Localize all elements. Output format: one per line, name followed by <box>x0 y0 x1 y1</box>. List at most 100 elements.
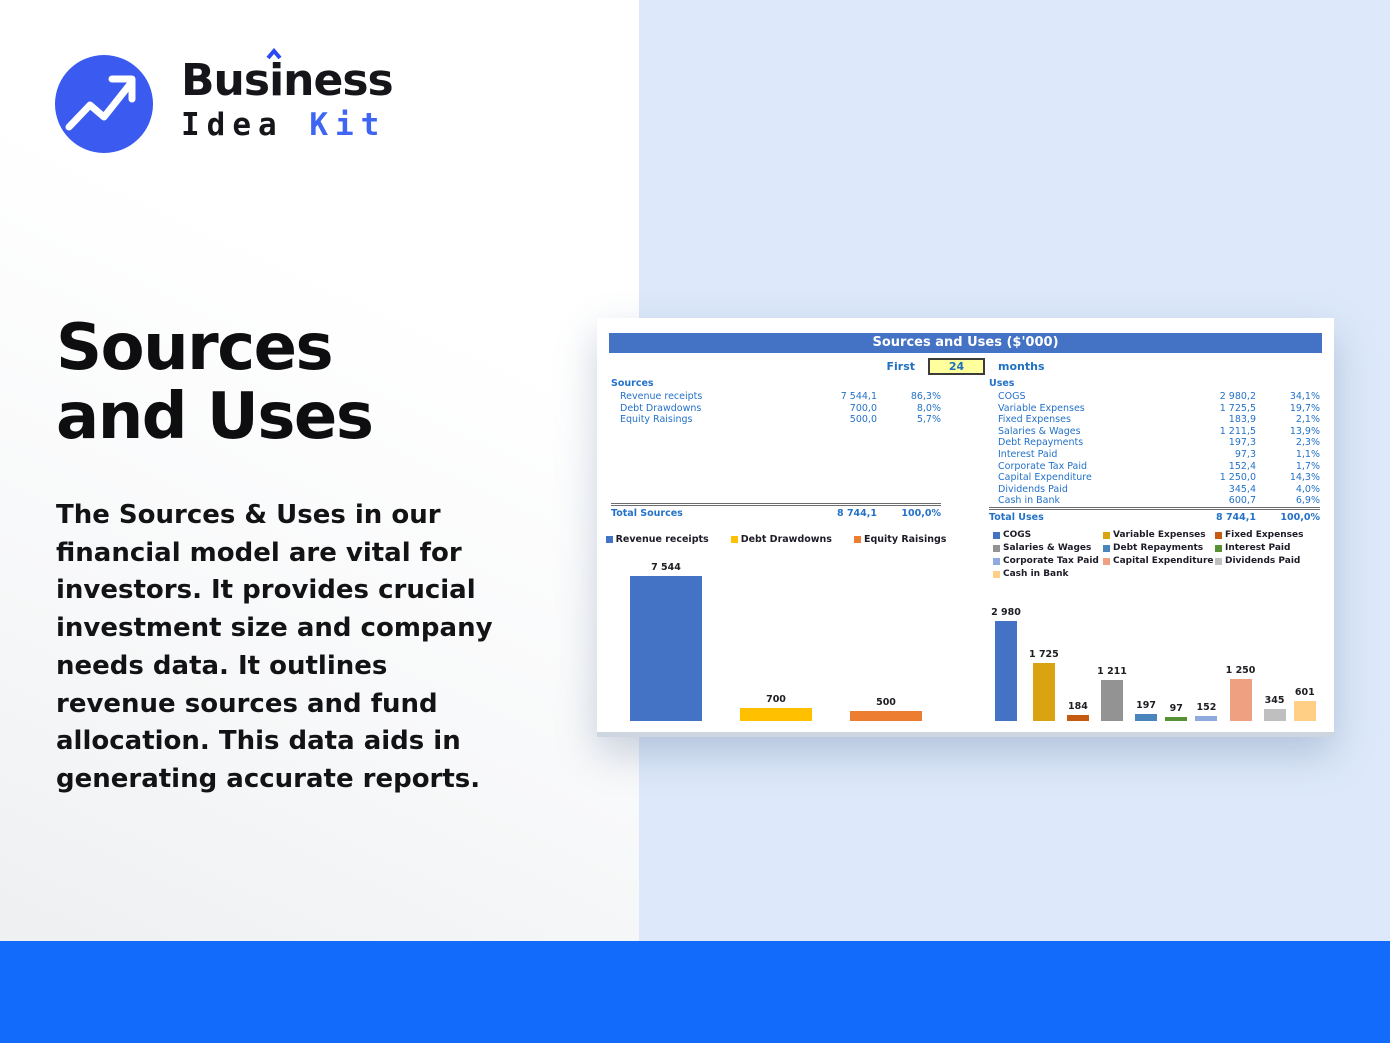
row-value: 97,3 <box>1234 448 1256 460</box>
bar-debt-repayments <box>1135 714 1158 721</box>
bar-value-label: 500 <box>876 697 896 709</box>
brand-text: i <box>269 55 284 106</box>
page-title-line1: Sources <box>56 311 334 385</box>
bottom-accent-bar <box>0 941 1390 1043</box>
brand-text-kit: Kit <box>309 107 387 143</box>
legend-swatch-icon <box>1215 544 1222 552</box>
row-value: 700,0 <box>849 402 877 414</box>
legend-item: Salaries & Wages <box>993 543 1103 553</box>
sources-bar-chart: Revenue receipts Debt Drawdowns Equity Rai… <box>605 530 946 721</box>
bar-group: 1 250 <box>1226 665 1255 721</box>
row-label: Revenue receipts <box>620 391 703 402</box>
row-percent: 34,1% <box>1289 391 1320 402</box>
row-percent: 2,1% <box>1295 414 1320 426</box>
legend-label: Revenue receipts <box>615 534 709 545</box>
card-bottom-strip <box>597 732 1334 737</box>
legend-item: Capital Expenditure <box>1103 556 1215 566</box>
brand-text: ness <box>283 55 394 106</box>
uses-table: Uses COGS 2 980,2 34,1% Variable Expense… <box>989 378 1320 523</box>
legend-label: Corporate Tax Paid <box>1003 556 1099 566</box>
table-row: Debt Repayments 197,3 2,3% <box>989 437 1320 449</box>
row-value: 600,7 <box>1228 495 1256 507</box>
table-row: Revenue receipts 7 544,1 86,3% <box>611 391 941 403</box>
uses-table-header: Uses <box>989 378 1015 389</box>
bar-salaries-wages <box>1101 680 1124 721</box>
trend-arrow-icon <box>55 55 153 153</box>
page-description: The Sources & Uses in our financial mode… <box>56 500 493 794</box>
sources-chart-plot: 7 544 700 500 <box>611 552 941 721</box>
brand-name-line1: Bus i ness <box>181 48 394 106</box>
brand-name-line2: Idea Kit <box>181 105 393 145</box>
row-value: 1 211,5 <box>1219 425 1256 437</box>
bar-capital-expenditure <box>1229 679 1252 721</box>
row-label: Capital Expenditure <box>998 472 1092 484</box>
bar-value-label: 700 <box>766 693 786 705</box>
row-percent: 8,0% <box>916 402 941 414</box>
bar-revenue-receipts <box>630 576 702 721</box>
brand-text-idea: Idea <box>181 107 284 143</box>
legend-item: Variable Expenses <box>1103 530 1215 540</box>
legend-swatch-icon <box>1103 544 1110 552</box>
row-value: 197,3 <box>1228 437 1256 449</box>
legend-item: COGS <box>993 530 1103 540</box>
row-label: Equity Raisings <box>620 414 693 426</box>
row-label: Variable Expenses <box>998 402 1085 414</box>
legend-label: COGS <box>1003 530 1032 540</box>
row-label: Debt Drawdowns <box>620 402 702 414</box>
bar-fixed-expenses <box>1066 714 1089 721</box>
bar-group: 1 211 <box>1097 666 1127 721</box>
sources-table-rows: Revenue receipts 7 544,1 86,3% Debt Draw… <box>611 391 941 426</box>
total-value: 8 744,1 <box>837 508 877 519</box>
bar-value-label: 2 980 <box>991 607 1021 618</box>
table-row: Interest Paid 97,3 1,1% <box>989 449 1320 461</box>
row-value: 7 544,1 <box>840 391 877 402</box>
row-percent: 5,7% <box>916 414 941 426</box>
sources-chart-legend: Revenue receipts Debt Drawdowns Equity Rai… <box>605 530 946 552</box>
bar-debt-drawdowns <box>740 707 812 721</box>
row-percent: 86,3% <box>910 391 941 402</box>
bar-group: 700 <box>740 694 812 721</box>
table-row: Equity Raisings 500,0 5,7% <box>611 414 941 426</box>
bar-group: 500 <box>850 697 922 721</box>
bar-group: 345 <box>1263 695 1286 721</box>
legend-item: Dividends Paid <box>1215 556 1320 566</box>
bar-cash-in-bank <box>1293 700 1316 721</box>
uses-total-row: Total Uses 8 744,1 100,0% <box>989 506 1320 524</box>
bar-value-label: 601 <box>1294 686 1315 698</box>
row-value: 152,4 <box>1228 460 1256 472</box>
legend-swatch-icon <box>993 570 1000 578</box>
bar-value-label: 7 544 <box>651 562 681 573</box>
bar-group: 152 <box>1195 702 1218 721</box>
row-label: Fixed Expenses <box>998 414 1071 426</box>
bar-group: 7 544 <box>630 562 702 721</box>
brand-logo: Bus i ness Idea Kit <box>55 48 394 153</box>
legend-label: Capital Expenditure <box>1113 556 1214 566</box>
legend-item: Fixed Expenses <box>1215 530 1320 540</box>
legend-swatch-icon <box>1215 531 1222 539</box>
legend-item: Debt Drawdowns <box>730 534 832 545</box>
legend-swatch-icon <box>730 536 738 543</box>
total-label: Total Sources <box>611 508 683 519</box>
total-percent: 100,0% <box>1280 511 1320 523</box>
bar-corporate-tax-paid <box>1195 715 1218 721</box>
bar-value-label: 197 <box>1136 700 1157 712</box>
legend-label: Interest Paid <box>1225 543 1291 553</box>
total-value: 8 744,1 <box>1216 511 1256 523</box>
table-row: Capital Expenditure 1 250,0 14,3% <box>989 472 1320 484</box>
legend-swatch-icon <box>1103 557 1110 565</box>
row-percent: 19,7% <box>1289 402 1320 414</box>
row-label: Debt Repayments <box>998 437 1084 449</box>
bar-group: 197 <box>1135 700 1158 721</box>
page-title-line2: and Uses <box>56 380 374 454</box>
table-row: Dividends Paid 345,4 4,0% <box>989 484 1320 496</box>
uses-table-rows: COGS 2 980,2 34,1% Variable Expenses 1 7… <box>989 391 1320 507</box>
period-prefix-label: First <box>886 359 915 373</box>
row-percent: 6,9% <box>1295 495 1320 507</box>
table-row: Variable Expenses 1 725,5 19,7% <box>989 403 1320 415</box>
bar-dividends-paid <box>1263 709 1286 721</box>
row-label: Dividends Paid <box>998 483 1068 495</box>
period-months-input[interactable]: 24 <box>928 357 985 375</box>
bar-value-label: 345 <box>1264 695 1285 707</box>
legend-label: Variable Expenses <box>1113 530 1206 540</box>
bar-interest-paid <box>1165 717 1188 721</box>
